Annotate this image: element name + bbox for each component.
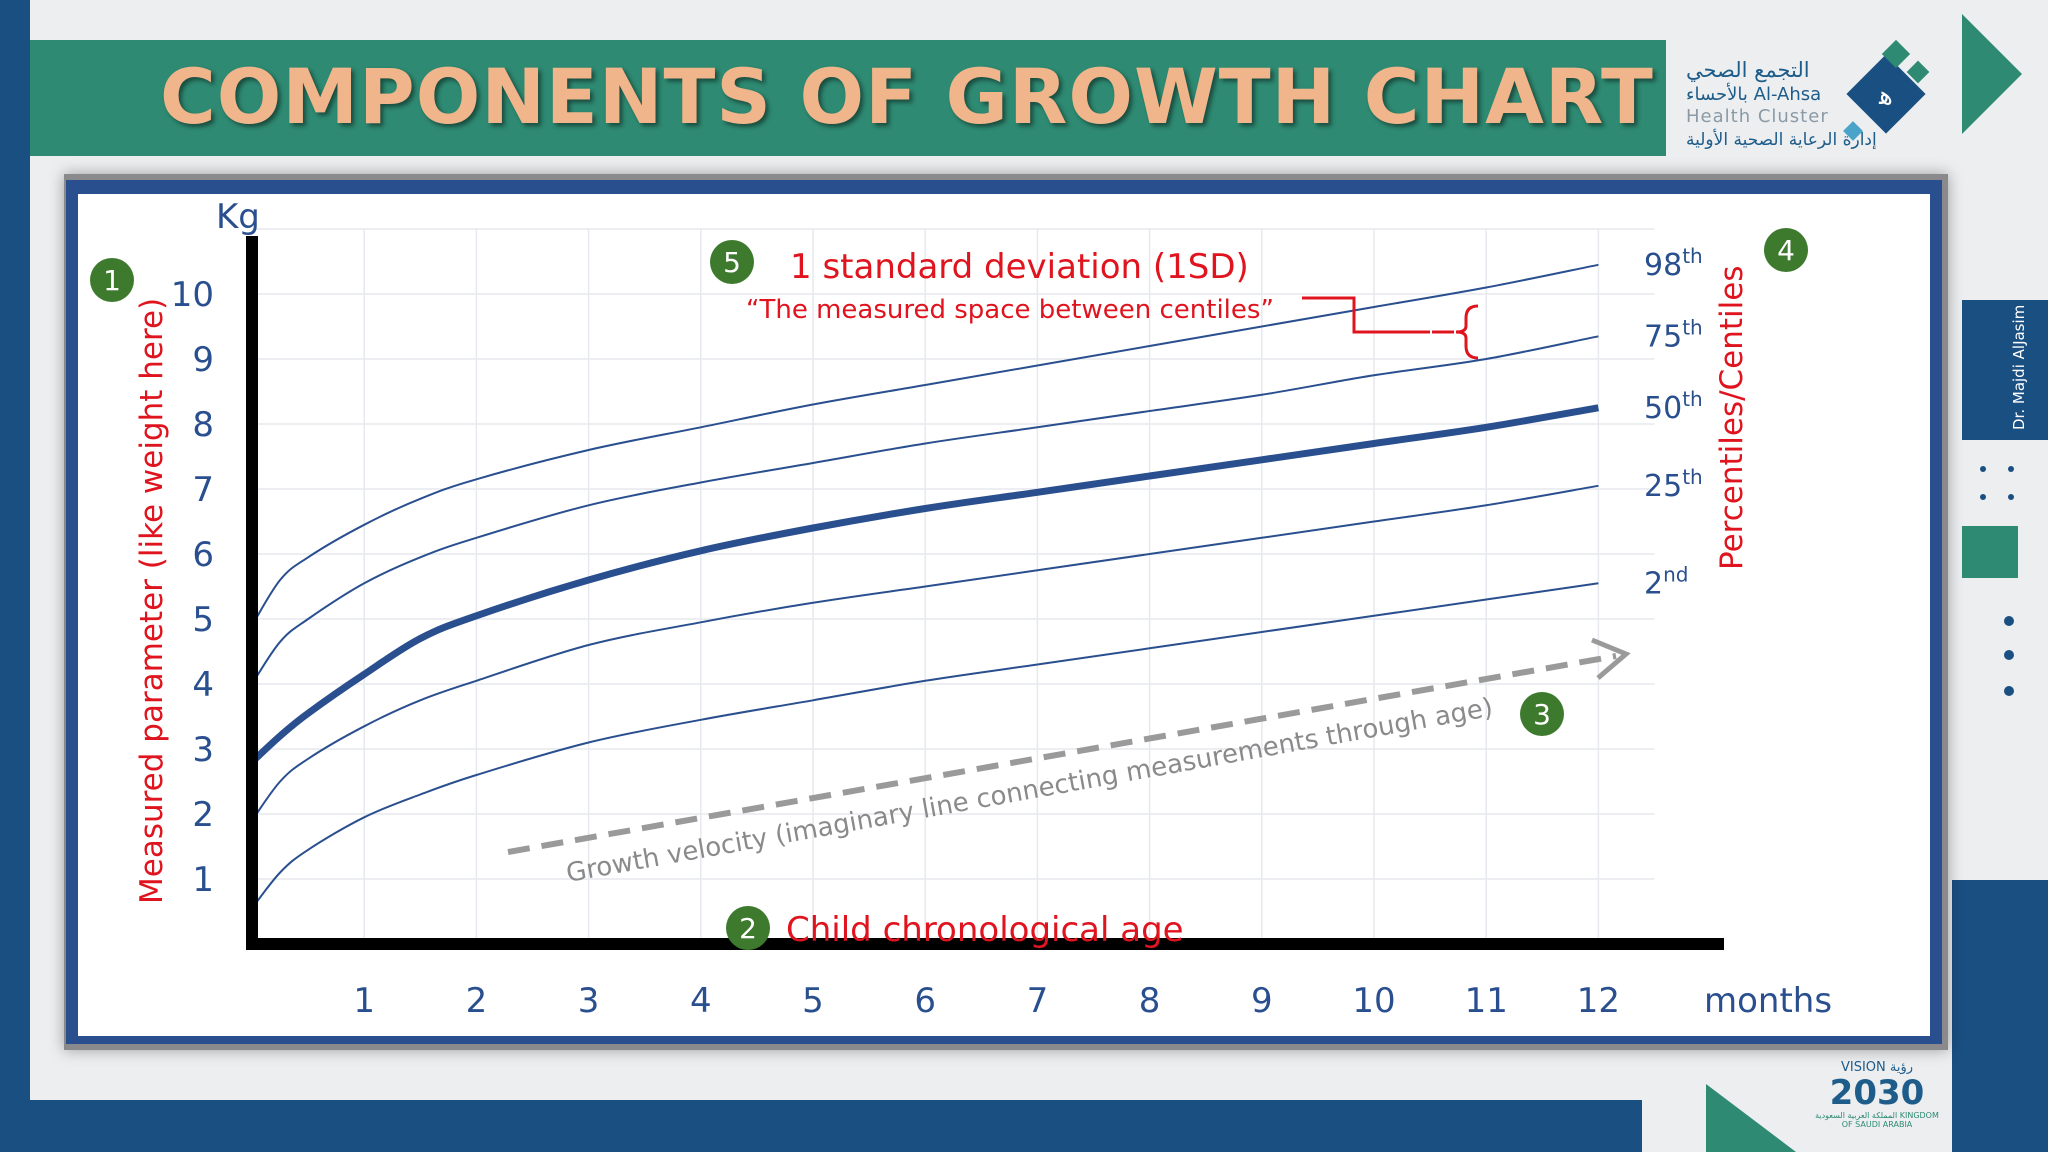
centile-label-50: 50th xyxy=(1644,387,1703,426)
velocity-arrowhead xyxy=(1591,637,1631,680)
y-tick-label: 6 xyxy=(192,535,214,575)
centile-curve-25 xyxy=(251,484,1599,822)
x-tick-label: 12 xyxy=(1577,981,1620,1021)
x-tick-label: 10 xyxy=(1352,981,1395,1021)
centiles-label: Percentiles/Centiles xyxy=(1714,265,1750,570)
logo-english-line: Health Cluster xyxy=(1686,106,1829,127)
bottom-band xyxy=(30,1100,1642,1152)
centile-labels: 98th 75th 50th 25th 2nd xyxy=(1644,244,1703,602)
x-tick-label: 11 xyxy=(1465,981,1508,1021)
x-tick-label: 6 xyxy=(914,981,936,1021)
centile-curve-75 xyxy=(251,335,1599,685)
svg-text:ﻫ: ﻫ xyxy=(1878,81,1893,111)
centile-curves xyxy=(249,263,1599,909)
decor-dot xyxy=(2008,466,2014,472)
y-tick-label: 9 xyxy=(192,340,214,380)
author-credit: Dr. Majdi AlJasim xyxy=(2010,304,2028,430)
decor-dot xyxy=(2004,686,2014,696)
badge-1: 1 xyxy=(90,258,134,302)
centile-curve-50 xyxy=(249,404,1599,765)
left-decor-bar xyxy=(0,0,30,1152)
y-axis-label: Measured parameter (like weight here) xyxy=(134,298,170,904)
centile-label-98: 98th xyxy=(1644,244,1703,283)
slide-title: COMPONENTS OF GROWTH CHART xyxy=(160,52,1654,141)
velocity-arrow-line xyxy=(507,653,1617,855)
vision-label: VISION رؤية xyxy=(1840,1060,1914,1075)
decor-dot xyxy=(2008,494,2014,500)
badge-4: 4 xyxy=(1764,228,1808,272)
grid xyxy=(252,228,1655,944)
x-tick-label: 7 xyxy=(1027,981,1049,1021)
decor-dot xyxy=(1980,494,1986,500)
badge-2-text: 2 xyxy=(739,912,757,945)
title-band xyxy=(30,40,1666,156)
badge-1-text: 1 xyxy=(103,264,121,297)
y-tick-label: 2 xyxy=(192,795,214,835)
y-tick-label: 1 xyxy=(192,860,214,900)
y-tick-label: 8 xyxy=(192,405,214,445)
badge-5-text: 5 xyxy=(723,246,741,279)
bottom-triangle-decor xyxy=(1706,1084,1796,1152)
sd-connector xyxy=(1302,296,1430,334)
centile-label-2: 2nd xyxy=(1644,562,1688,601)
badge-4-text: 4 xyxy=(1777,234,1795,267)
y-tick-label: 3 xyxy=(192,730,214,770)
logo-arabic-line3: إدارة الرعاية الصحية الأولية xyxy=(1686,130,1877,150)
y-tick-label: 7 xyxy=(192,470,214,510)
chart-panel xyxy=(78,194,1930,1036)
x-tick-label: 3 xyxy=(578,981,600,1021)
bottom-right-decor xyxy=(1952,880,2048,1152)
x-tick-label: 8 xyxy=(1139,981,1161,1021)
decor-dot xyxy=(2004,616,2014,626)
centile-curve-98 xyxy=(251,263,1599,627)
x-unit-label: months xyxy=(1704,981,1832,1021)
x-tick-label: 2 xyxy=(466,981,488,1021)
x-tick-label: 9 xyxy=(1251,981,1273,1021)
vision-subtitle: المملكة العربية السعودية KINGDOM OF SAUD… xyxy=(1815,1111,1939,1129)
velocity-label: Growth velocity (imaginary line connecti… xyxy=(564,693,1495,889)
x-axis-label: Child chronological age xyxy=(786,910,1184,950)
x-tick-label: 5 xyxy=(802,981,824,1021)
vision-number: 2030 xyxy=(1829,1073,1925,1113)
sd-title: 1 standard deviation (1SD) xyxy=(790,247,1249,287)
badge-3: 3 xyxy=(1520,692,1564,736)
logo-arabic-line1: التجمع الصحي xyxy=(1686,58,1810,82)
centile-label-25: 25th xyxy=(1644,465,1703,504)
logo-arabic-line2: بالأحساء Al-Ahsa xyxy=(1686,84,1822,105)
corner-triangle-decor xyxy=(1962,14,2022,134)
right-side-bar xyxy=(1962,300,2048,440)
vision-2030-logo: VISION رؤية 2030 المملكة العربية السعودي… xyxy=(1812,1060,1942,1148)
health-cluster-logo-icon: ﻫ xyxy=(1843,40,1930,141)
y-tick-label: 5 xyxy=(192,600,214,640)
sd-subtitle: “The measured space between centiles” xyxy=(746,295,1274,325)
decor-square xyxy=(1962,526,2018,578)
axes xyxy=(246,236,1724,950)
x-tick-label: 1 xyxy=(353,981,375,1021)
y-unit-label: Kg xyxy=(216,197,260,237)
badge-2: 2 xyxy=(726,906,770,950)
y-tick-label: 4 xyxy=(192,665,214,705)
decor-dot xyxy=(2004,650,2014,660)
y-tick-label: 10 xyxy=(171,275,214,315)
badge-5: 5 xyxy=(710,240,754,284)
badge-3-text: 3 xyxy=(1533,698,1551,731)
sd-brace xyxy=(1455,304,1479,360)
decor-dot xyxy=(1980,466,1986,472)
centile-curve-2 xyxy=(251,582,1599,909)
x-tick-label: 4 xyxy=(690,981,712,1021)
centile-label-75: 75th xyxy=(1644,315,1703,354)
